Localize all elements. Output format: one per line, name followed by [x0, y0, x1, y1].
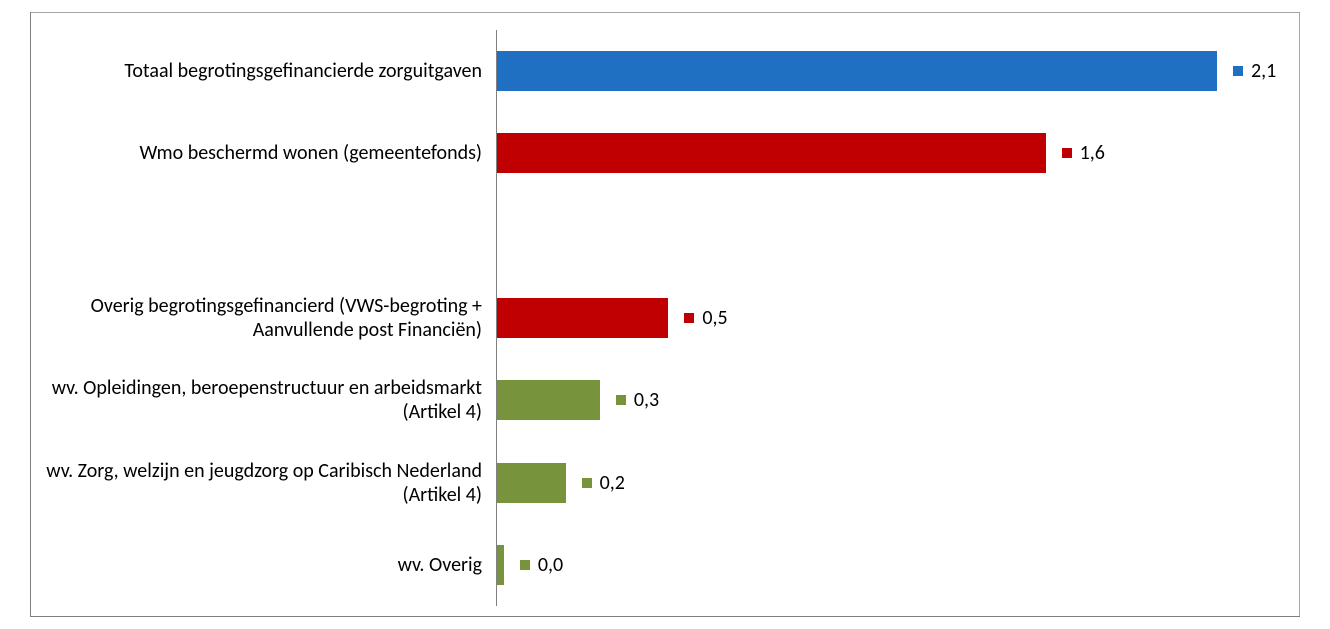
category-label: Overig begrotingsgefinancierd (VWS-begro…: [41, 294, 496, 342]
value-label: 0,0: [538, 553, 563, 577]
value-label-group: 2,1: [1233, 59, 1276, 83]
bar: [497, 545, 504, 585]
value-label-group: 0,5: [684, 306, 727, 330]
plot-area: 0,0: [497, 524, 1270, 606]
value-label: 2,1: [1251, 59, 1276, 83]
series-marker: [582, 478, 592, 488]
chart-row: Overig begrotingsgefinancierd (VWS-begro…: [41, 277, 1270, 359]
chart-row: wv. Overig 0,0: [41, 524, 1270, 606]
value-label: 0,2: [600, 471, 625, 495]
category-label: Wmo beschermd wonen (gemeentefonds): [41, 141, 496, 165]
series-marker: [684, 313, 694, 323]
plot-area: [497, 195, 1270, 277]
bar-chart: Totaal begrotingsgefinancierde zorguitga…: [30, 12, 1300, 617]
chart-row: Wmo beschermd wonen (gemeentefonds) 1,6: [41, 112, 1270, 194]
value-label-group: 1,6: [1062, 141, 1105, 165]
value-label-group: 0,2: [582, 471, 625, 495]
value-label-group: 0,0: [520, 553, 563, 577]
plot-area: 2,1: [497, 30, 1276, 112]
plot-area: 0,2: [497, 441, 1270, 523]
chart-row: [41, 195, 1270, 277]
value-label: 0,3: [634, 388, 659, 412]
plot-area: 1,6: [497, 112, 1270, 194]
series-marker: [616, 395, 626, 405]
bar: [497, 51, 1217, 91]
bar: [497, 463, 566, 503]
value-label: 0,5: [702, 306, 727, 330]
bar: [497, 133, 1046, 173]
series-marker: [1233, 66, 1243, 76]
bar: [497, 380, 600, 420]
bar: [497, 298, 668, 338]
chart-row: wv. Opleidingen, beroepenstructuur en ar…: [41, 359, 1270, 441]
category-label: wv. Opleidingen, beroepenstructuur en ar…: [41, 376, 496, 424]
value-label-group: 0,3: [616, 388, 659, 412]
category-label: Totaal begrotingsgefinancierde zorguitga…: [41, 59, 496, 83]
category-label: wv. Zorg, welzijn en jeugdzorg op Caribi…: [41, 459, 496, 507]
plot-area: 0,3: [497, 359, 1270, 441]
value-label: 1,6: [1080, 141, 1105, 165]
series-marker: [1062, 148, 1072, 158]
series-marker: [520, 560, 530, 570]
chart-row: wv. Zorg, welzijn en jeugdzorg op Caribi…: [41, 441, 1270, 523]
chart-row: Totaal begrotingsgefinancierde zorguitga…: [41, 30, 1270, 112]
plot-area: 0,5: [497, 277, 1270, 359]
category-label: wv. Overig: [41, 553, 496, 577]
